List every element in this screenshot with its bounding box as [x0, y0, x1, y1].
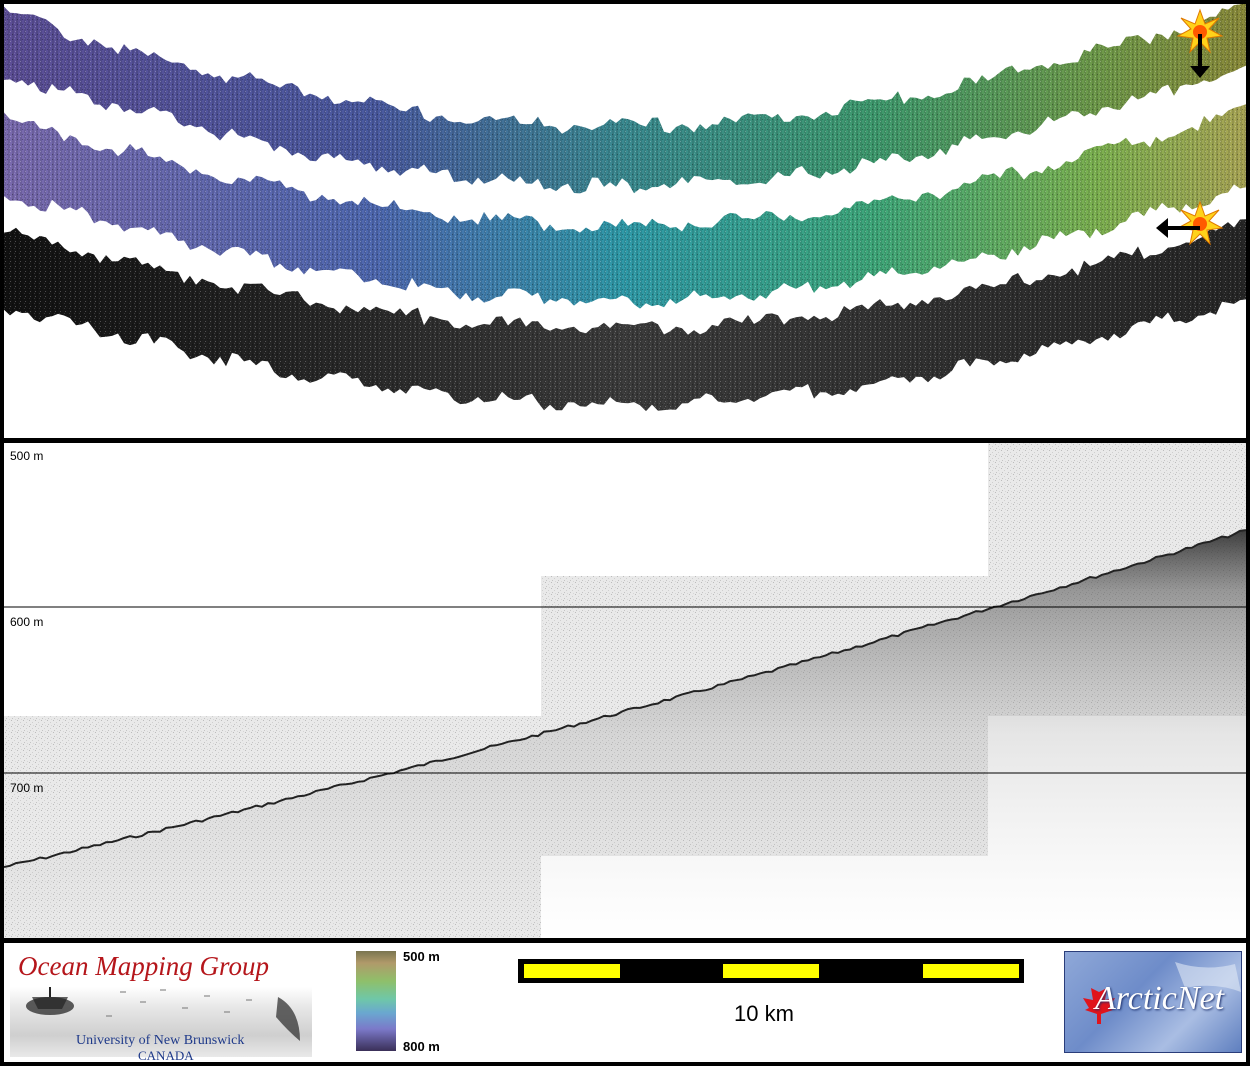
- legend-panel: Ocean Mapping Group University of New Br…: [4, 943, 1246, 1062]
- organization-title: Ocean Mapping Group: [18, 951, 269, 981]
- scale-segment: [923, 964, 1019, 978]
- country-name: CANADA: [138, 1048, 194, 1062]
- swath-map-panel: [4, 4, 1246, 438]
- seafloor-ship-icon: [26, 987, 300, 1041]
- colorbar-top-label: 500 m: [403, 949, 440, 964]
- arcticnet-wordmark: ArcticNet: [1095, 980, 1225, 1017]
- swath-speckle: [4, 219, 1246, 412]
- backscatter-strip: [4, 219, 1246, 412]
- colorbar-bottom-label: 800 m: [403, 1039, 440, 1054]
- scale-bar: [518, 959, 1024, 983]
- scale-segment: [723, 964, 819, 978]
- scale-segment: [524, 964, 620, 978]
- subbottom-profile: [4, 443, 1246, 938]
- arrow-left-icon: [1156, 218, 1200, 238]
- bathymetry-strip-north-illumination: [4, 4, 1246, 194]
- arcticnet-logo: ArcticNet: [1064, 951, 1242, 1053]
- swath-speckle: [4, 104, 1246, 309]
- university-name: University of New Brunswick: [76, 1033, 245, 1048]
- subbottom-profile-panel: 500 m 600 m 700 m: [4, 443, 1246, 938]
- swath-map: [4, 4, 1246, 412]
- depth-label-600: 600 m: [10, 615, 44, 629]
- scale-label: 10 km: [734, 1001, 794, 1026]
- subbottom-returns: [4, 530, 1246, 938]
- arrow-down-icon: [1190, 34, 1210, 78]
- seabed-reflector: [4, 529, 1246, 938]
- depth-label-500: 500 m: [10, 449, 44, 463]
- maple-leaf-icon: [1083, 962, 1241, 1024]
- depth-colorbar: [356, 951, 396, 1051]
- bathymetry-strip-west-illumination: [4, 104, 1246, 309]
- seabed-line: [4, 529, 1246, 868]
- depth-label-700: 700 m: [10, 781, 44, 795]
- ocean-mapping-group-logo: Ocean Mapping Group University of New Br…: [10, 949, 312, 1062]
- swath-speckle: [4, 4, 1246, 194]
